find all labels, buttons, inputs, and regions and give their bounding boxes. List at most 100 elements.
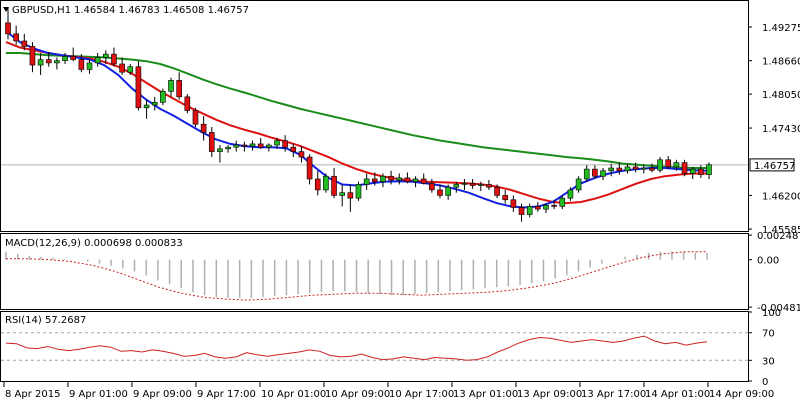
candle-up [94, 57, 101, 64]
candle-down [510, 199, 517, 208]
candle-up [380, 175, 386, 183]
candle-down [372, 178, 378, 183]
candle-up [624, 166, 631, 172]
candle-down [70, 56, 77, 60]
price-ytick-label: 1.48050 [762, 90, 800, 101]
candle-down [437, 189, 443, 196]
candle-up [526, 206, 533, 215]
candle-up [640, 167, 647, 170]
candle-up [54, 60, 60, 64]
candle-down [502, 195, 509, 201]
candle-down [616, 167, 623, 172]
candle-up [127, 66, 134, 73]
price-ytick-label: 1.47430 [762, 124, 800, 135]
x-tick-label: 9 Apr 01:00 [69, 389, 128, 400]
candle-down [208, 132, 215, 152]
x-tick-label: 13 Apr 17:00 [581, 389, 646, 400]
last-price-tag: 1.46757 [749, 158, 795, 172]
candle-down [176, 80, 182, 98]
x-axis: 8 Apr 2015 9 Apr 01:00 9 Apr 09:00 9 Apr 17… [3, 382, 774, 400]
x-tick-label: 13 Apr 09:00 [517, 389, 582, 400]
candle-down [420, 178, 427, 184]
candle-down [698, 168, 704, 175]
macd-panel: 0.002487 0.00 -0.004812 MACD(12,26,9) 0.00… [0, 231, 800, 314]
price-ytick-label: 1.45585 [762, 225, 800, 236]
ohlc-header: 1.46584 1.46783 1.46508 1.46757 [74, 5, 249, 16]
macd-ytick-label: 0.00 [757, 256, 779, 267]
candle-up [217, 148, 223, 152]
candle-down [298, 151, 305, 158]
x-tick-label: 10 Apr 01:00 [261, 389, 326, 400]
candle-up [363, 178, 370, 185]
candle-down [404, 177, 411, 183]
rsi-ytick-label: 30 [762, 356, 775, 367]
candle-down [241, 144, 248, 147]
rsi-panel: 100 70 30 0 RSI(14) 57.2687 [0, 308, 781, 388]
candle-down [632, 166, 639, 170]
price-ytick-label: 1.48660 [762, 57, 800, 68]
x-tick-label: 10 Apr 09:00 [325, 389, 390, 400]
rsi-panel-frame [0, 311, 749, 382]
candle-down [257, 143, 264, 148]
candle-up [396, 177, 403, 181]
rsi-line [5, 335, 708, 361]
candle-down [347, 192, 354, 199]
candle-up [461, 183, 468, 185]
candle-up [266, 144, 272, 148]
macd-panel-frame [0, 233, 749, 310]
candle-up [143, 104, 150, 109]
last-price-label: 1.46757 [754, 161, 795, 172]
candle-up [673, 162, 680, 168]
x-tick-label: 8 Apr 2015 [5, 389, 60, 400]
candle-down [200, 123, 207, 133]
candle-up [355, 184, 362, 199]
candle-down [13, 33, 19, 42]
candle-up [86, 62, 93, 70]
candle-up [249, 143, 256, 147]
candle-down [314, 178, 321, 191]
candle-up [453, 184, 460, 188]
candle-down [135, 66, 142, 109]
candle-down [494, 186, 500, 196]
x-tick-label: 9 Apr 17:00 [197, 389, 256, 400]
candle-up [445, 186, 451, 196]
candle-up [412, 178, 419, 183]
x-tick-label: 10 Apr 17:00 [389, 389, 454, 400]
candle-down [119, 63, 125, 73]
candle-up [543, 204, 549, 210]
x-tick-label: 9 Apr 09:00 [133, 389, 192, 400]
rsi-title: RSI(14) 57.2687 [5, 315, 86, 326]
candle-up [103, 53, 109, 58]
x-tick-label: 13 Apr 01:00 [453, 389, 518, 400]
candle-down [45, 59, 52, 64]
macd-ytick-label: -0.004812 [757, 303, 800, 314]
candle-down [192, 110, 199, 125]
x-tick-label: 14 Apr 01:00 [645, 389, 710, 400]
candle-up [575, 178, 582, 191]
candle-up [151, 102, 158, 106]
price-ytick-label: 1.46200 [762, 191, 800, 202]
candle-down [331, 175, 337, 196]
candle-down [184, 96, 191, 111]
candle-down [535, 206, 541, 210]
candle-down [21, 40, 28, 47]
candle-up [339, 192, 345, 196]
candle-up [706, 164, 712, 175]
candle-down [551, 204, 557, 207]
x-tick-label: 14 Apr 09:00 [709, 389, 774, 400]
candle-down [78, 59, 85, 70]
candle-up [323, 175, 329, 191]
rsi-ytick-label: 70 [762, 329, 775, 340]
moving-average-line [6, 52, 707, 169]
candle-down [306, 156, 313, 180]
candle-down [665, 159, 672, 168]
candle-down [429, 183, 435, 191]
candle-up [559, 197, 566, 207]
candle-down [649, 167, 655, 171]
price-panel: 1.49275 1.48660 1.48050 1.47430 1.46200 1.455… [0, 0, 800, 236]
candle-up [657, 159, 663, 171]
price-panel-frame [0, 0, 749, 232]
candle-up [583, 168, 590, 180]
dropdown-triangle-icon[interactable] [3, 7, 9, 12]
